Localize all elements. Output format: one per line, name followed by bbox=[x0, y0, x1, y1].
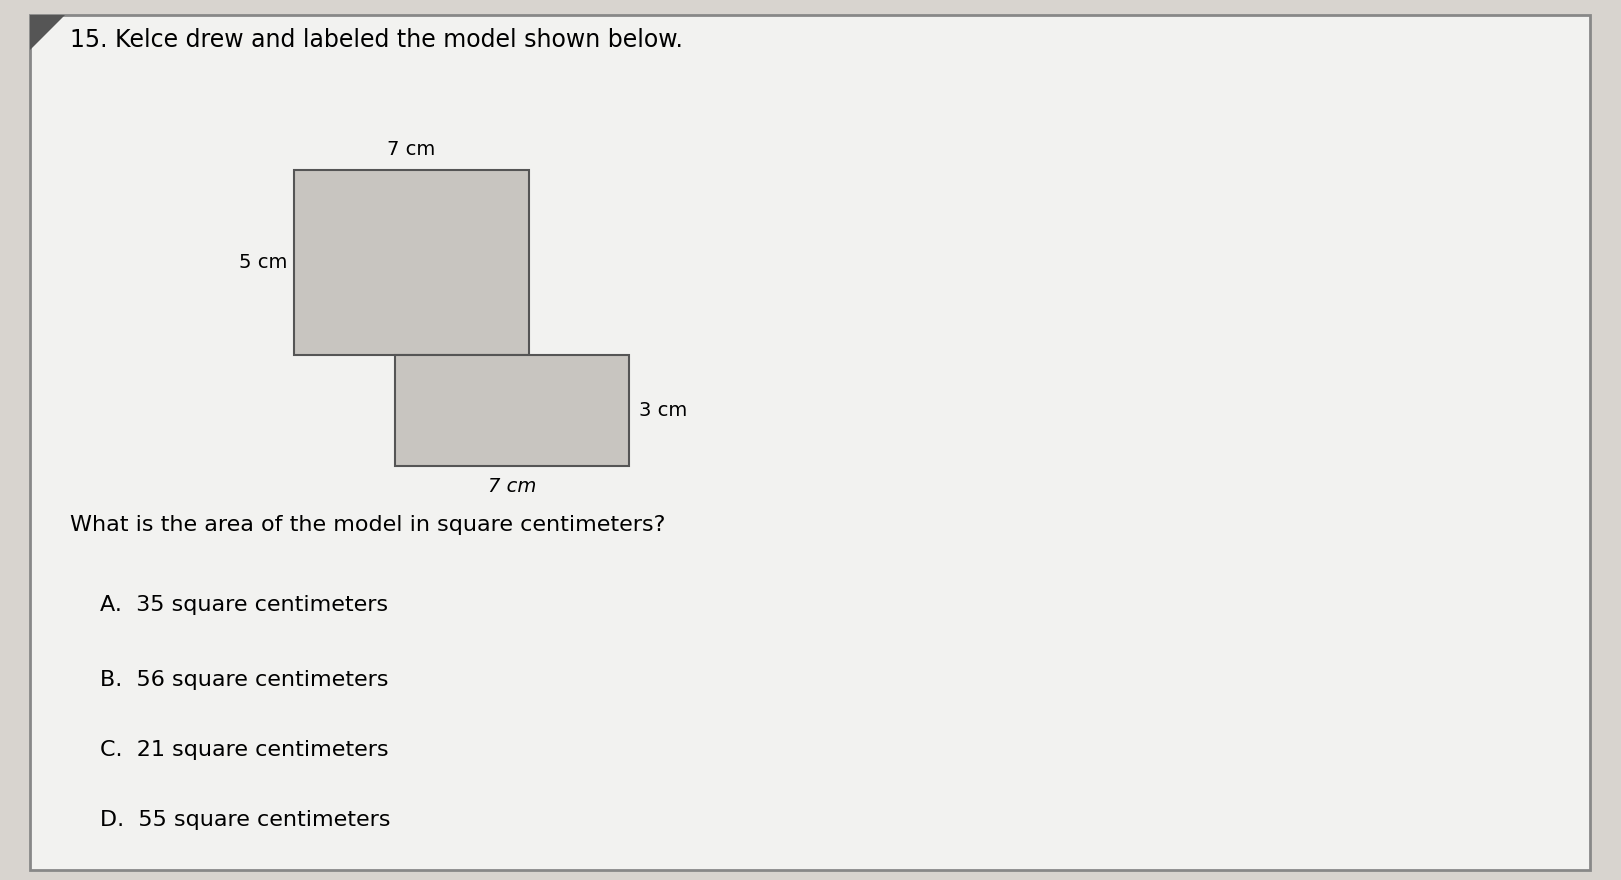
Text: 3 cm: 3 cm bbox=[639, 401, 687, 420]
Text: 7 cm: 7 cm bbox=[387, 140, 436, 158]
Text: C.  21 square centimeters: C. 21 square centimeters bbox=[101, 740, 389, 760]
Bar bbox=[293, 170, 528, 355]
Text: B.  56 square centimeters: B. 56 square centimeters bbox=[101, 670, 389, 690]
Bar bbox=[394, 355, 629, 466]
Text: 7 cm: 7 cm bbox=[488, 477, 537, 496]
Polygon shape bbox=[31, 15, 65, 50]
Text: 15. Kelce drew and labeled the model shown below.: 15. Kelce drew and labeled the model sho… bbox=[70, 28, 682, 52]
Text: D.  55 square centimeters: D. 55 square centimeters bbox=[101, 810, 391, 830]
Text: A.  35 square centimeters: A. 35 square centimeters bbox=[101, 595, 387, 615]
Text: 5 cm: 5 cm bbox=[238, 253, 287, 272]
Text: What is the area of the model in square centimeters?: What is the area of the model in square … bbox=[70, 515, 665, 535]
